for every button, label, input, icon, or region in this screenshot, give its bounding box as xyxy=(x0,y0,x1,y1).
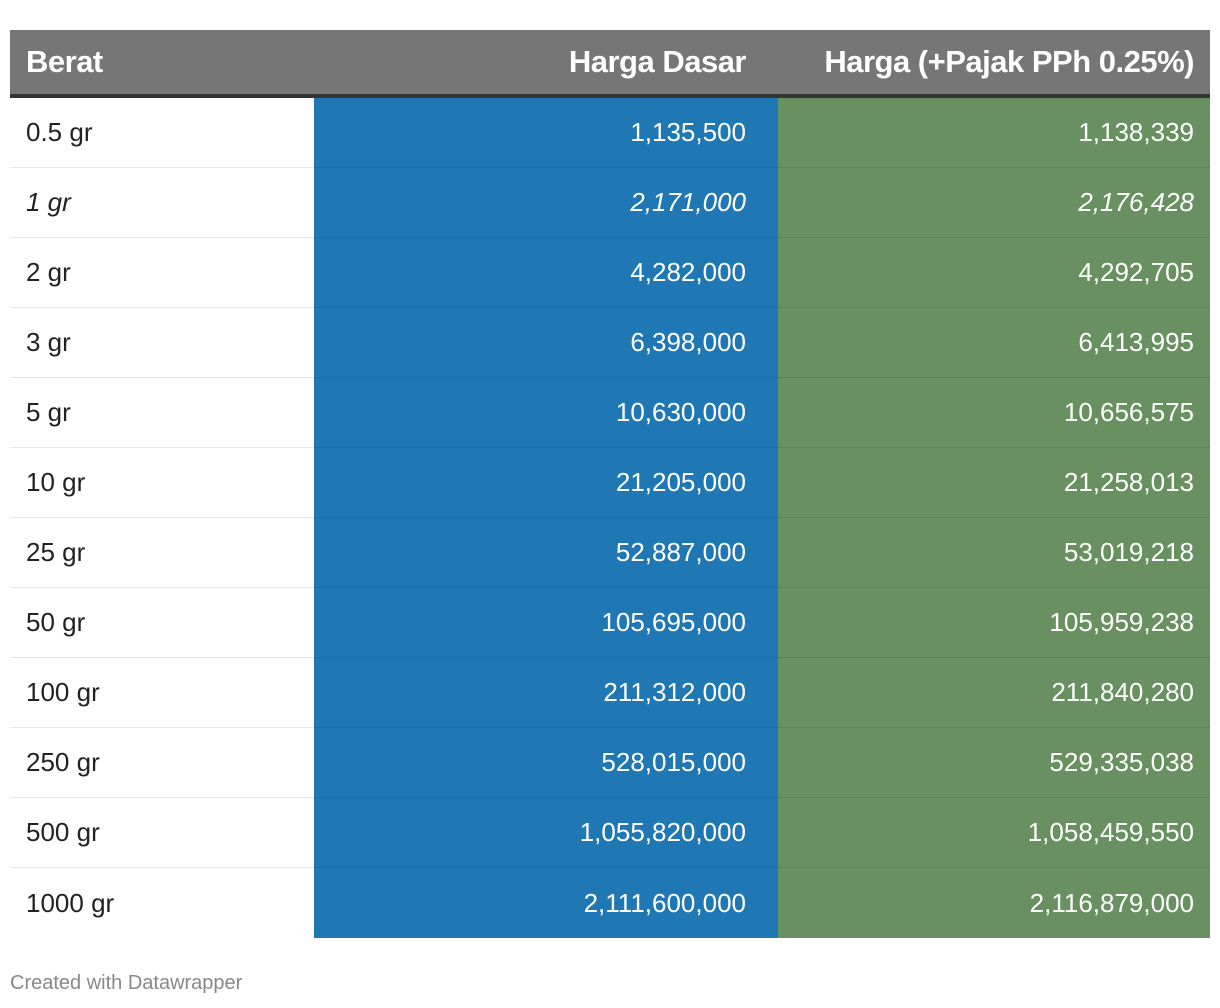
table-row: 10 gr 21,205,000 21,258,013 xyxy=(10,448,1210,518)
weight-cell: 0.5 gr xyxy=(10,98,314,168)
price-with-tax-cell: 2,176,428 xyxy=(778,168,1210,238)
weight-cell: 500 gr xyxy=(10,798,314,868)
table-row: 25 gr 52,887,000 53,019,218 xyxy=(10,518,1210,588)
price-with-tax-cell: 53,019,218 xyxy=(778,518,1210,588)
weight-cell: 100 gr xyxy=(10,658,314,728)
base-price-cell: 52,887,000 xyxy=(314,518,778,588)
weight-cell: 25 gr xyxy=(10,518,314,588)
table-row: 1 gr 2,171,000 2,176,428 xyxy=(10,168,1210,238)
weight-cell: 3 gr xyxy=(10,308,314,378)
base-price-cell: 1,135,500 xyxy=(314,98,778,168)
weight-cell: 1 gr xyxy=(10,168,314,238)
weight-cell: 5 gr xyxy=(10,378,314,448)
base-price-cell: 21,205,000 xyxy=(314,448,778,518)
price-with-tax-cell: 105,959,238 xyxy=(778,588,1210,658)
base-price-cell: 2,171,000 xyxy=(314,168,778,238)
base-price-cell: 1,055,820,000 xyxy=(314,798,778,868)
base-price-cell: 2,111,600,000 xyxy=(314,868,778,938)
price-with-tax-cell: 1,058,459,550 xyxy=(778,798,1210,868)
weight-cell: 50 gr xyxy=(10,588,314,658)
price-with-tax-cell: 1,138,339 xyxy=(778,98,1210,168)
table-row: 0.5 gr 1,135,500 1,138,339 xyxy=(10,98,1210,168)
table-row: 5 gr 10,630,000 10,656,575 xyxy=(10,378,1210,448)
base-price-cell: 6,398,000 xyxy=(314,308,778,378)
table-row: 1000 gr 2,111,600,000 2,116,879,000 xyxy=(10,868,1210,938)
table-row: 500 gr 1,055,820,000 1,058,459,550 xyxy=(10,798,1210,868)
price-with-tax-cell: 2,116,879,000 xyxy=(778,868,1210,938)
price-table: Berat Harga Dasar Harga (+Pajak PPh 0.25… xyxy=(10,30,1210,938)
price-with-tax-cell: 10,656,575 xyxy=(778,378,1210,448)
table-body: 0.5 gr 1,135,500 1,138,339 1 gr 2,171,000 2,1… xyxy=(10,98,1210,938)
weight-cell: 10 gr xyxy=(10,448,314,518)
price-with-tax-cell: 21,258,013 xyxy=(778,448,1210,518)
header-price-with-tax: Harga (+Pajak PPh 0.25%) xyxy=(824,44,1194,79)
price-with-tax-cell: 211,840,280 xyxy=(778,658,1210,728)
base-price-cell: 4,282,000 xyxy=(314,238,778,308)
table-row: 50 gr 105,695,000 105,959,238 xyxy=(10,588,1210,658)
base-price-cell: 105,695,000 xyxy=(314,588,778,658)
weight-cell: 1000 gr xyxy=(26,888,115,918)
price-with-tax-cell: 529,335,038 xyxy=(778,728,1210,798)
footer-credit: Created with Datawrapper xyxy=(10,972,243,994)
price-with-tax-cell: 6,413,995 xyxy=(778,308,1210,378)
table-header: Berat Harga Dasar Harga (+Pajak PPh 0.25… xyxy=(10,30,1210,98)
base-price-cell: 211,312,000 xyxy=(314,658,778,728)
price-with-tax-cell: 4,292,705 xyxy=(778,238,1210,308)
weight-cell: 2 gr xyxy=(10,238,314,308)
base-price-cell: 528,015,000 xyxy=(314,728,778,798)
base-price-cell: 10,630,000 xyxy=(314,378,778,448)
weight-cell: 250 gr xyxy=(10,728,314,798)
table-row: 100 gr 211,312,000 211,840,280 xyxy=(10,658,1210,728)
table-row: 2 gr 4,282,000 4,292,705 xyxy=(10,238,1210,308)
table-row: 250 gr 528,015,000 529,335,038 xyxy=(10,728,1210,798)
header-base-price: Harga Dasar xyxy=(568,44,747,79)
header-weight: Berat xyxy=(26,44,103,79)
table-row: 3 gr 6,398,000 6,413,995 xyxy=(10,308,1210,378)
